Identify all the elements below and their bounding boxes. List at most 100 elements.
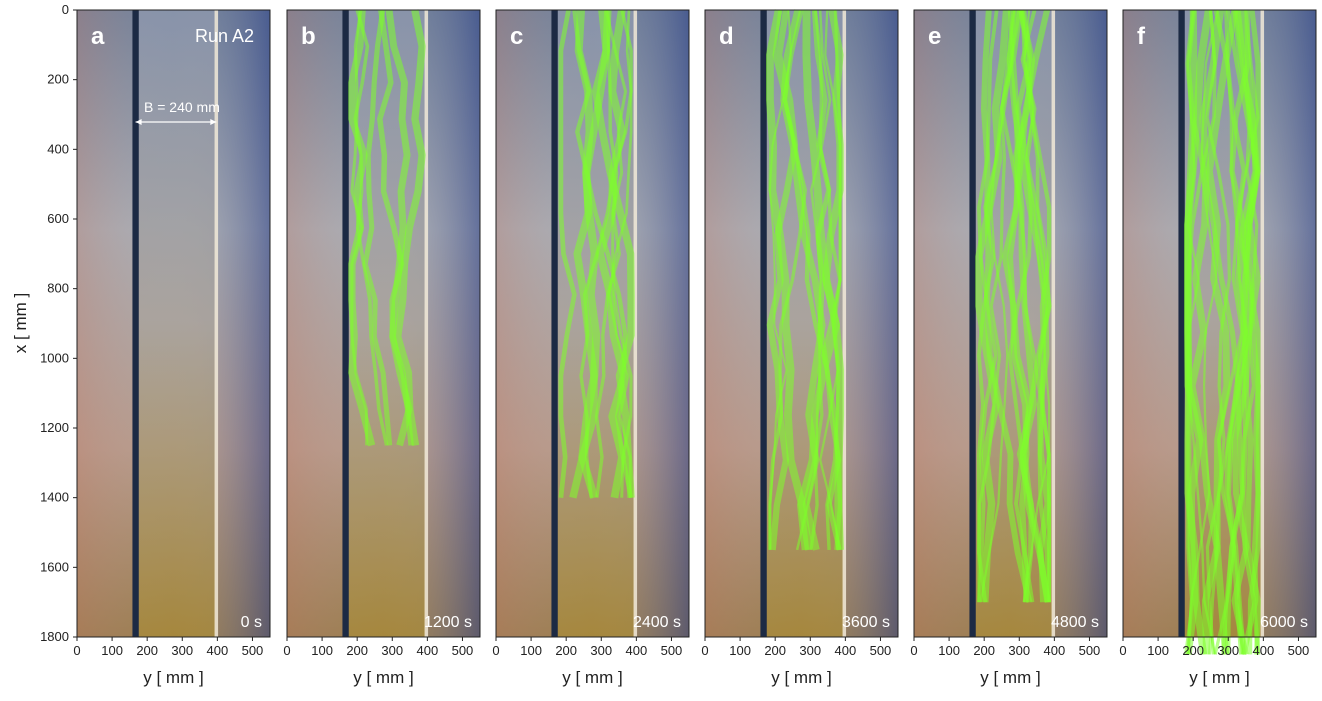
x-tick-label: 200 [555,643,577,658]
x-tick-label: 200 [764,643,786,658]
panel: a 0 s 0 100 200 300 400 500 y [ mm ] 0 200 400 600 80… [40,2,271,687]
x-tick-label: 0 [73,643,80,658]
y-tick-label: 800 [47,281,69,296]
y-axis-label: x [ mm ] [11,293,30,353]
x-tick-label: 300 [799,643,821,658]
y-tick-label: 1400 [40,490,69,505]
y-tick-label: 200 [47,72,69,87]
channel [574,9,601,499]
x-tick-label: 400 [207,643,229,658]
time-label: 6000 s [1260,614,1308,631]
channel [596,9,628,499]
y-tick-label: 1000 [40,350,69,365]
y-tick-label: 400 [47,141,69,156]
channel [1205,9,1231,655]
y-tick-label: 1600 [40,559,69,574]
x-tick-label: 400 [626,643,648,658]
x-tick-label: 200 [1182,643,1204,658]
x-axis-label: y [ mm ] [562,668,622,687]
channel [795,9,832,551]
x-tick-label: 300 [590,643,612,658]
right-wall [633,10,638,637]
x-tick-label: 0 [283,643,290,658]
channel [594,9,621,498]
x-tick-label: 200 [136,643,158,658]
flume-bed [138,10,216,637]
panel: b 1200 s 0 100 200 300 400 500 y [ mm ] [283,9,481,687]
time-label: 1200 s [424,614,472,631]
right-wall [424,10,429,637]
panel: c 2400 s 0 100 200 300 400 500 y [ mm ] [492,9,690,687]
x-tick-label: 500 [452,643,474,658]
time-label: 0 s [241,614,262,631]
x-axis-label: y [ mm ] [980,668,1040,687]
panel-frame [704,9,899,638]
channel [1213,9,1244,655]
right-wall [214,10,219,637]
left-wall [132,10,139,637]
panel-frame [1122,9,1317,638]
channel [766,9,799,551]
channel [768,9,807,550]
channel [979,9,1022,603]
left-wall [551,10,558,637]
x-axis-label: y [ mm ] [771,668,831,687]
channel [558,9,577,498]
channel [980,9,1033,603]
run-label: Run A2 [195,26,254,46]
time-label: 2400 s [633,614,681,631]
panel-letter: d [719,23,734,50]
left-wall [1178,10,1185,637]
x-tick-label: 200 [346,643,368,658]
right-wall [1051,10,1056,637]
y-tick-label: 1200 [40,420,69,435]
x-tick-label: 500 [661,643,683,658]
channel [811,9,842,551]
left-wall [760,10,767,637]
y-tick-label: 1800 [40,629,69,644]
x-tick-label: 0 [910,643,917,658]
x-tick-label: 500 [1288,643,1310,658]
channel [1187,9,1219,655]
left-wall [342,10,349,637]
panel-letter: b [301,23,316,50]
panel: d 3600 s 0 100 200 300 400 500 y [ mm ] [701,9,899,687]
channel [975,9,1011,603]
panel: e 4800 s 0 100 200 300 400 500 y [ mm ] [910,9,1108,687]
channel [348,9,376,447]
panel-letter: a [91,23,105,50]
left-wall [969,10,976,637]
panel-frame [76,9,271,638]
channel [977,9,1015,603]
channel [604,9,633,498]
x-tick-label: 100 [520,643,542,658]
x-axis-label: y [ mm ] [143,668,203,687]
panel-frame [495,9,690,638]
x-tick-label: 100 [101,643,123,658]
x-tick-label: 100 [938,643,960,658]
channel [394,9,426,446]
panel-frame [286,9,481,638]
panel-frame [913,9,1108,638]
x-tick-label: 300 [381,643,403,658]
x-tick-label: 500 [870,643,892,658]
panel-letter: e [928,23,941,50]
channel [1229,9,1261,655]
panel-letter: c [510,23,523,50]
channel [797,9,844,551]
channel [1015,9,1052,603]
x-tick-label: 500 [1079,643,1101,658]
x-axis-label: y [ mm ] [1189,668,1249,687]
panel-letter: f [1137,23,1146,50]
x-tick-label: 400 [417,643,439,658]
x-tick-label: 0 [1119,643,1126,658]
channel [385,9,413,447]
x-tick-label: 300 [1217,643,1239,658]
time-label: 3600 s [842,614,890,631]
channel [362,9,393,446]
panel: f 6000 s 0 100 200 300 400 500 y [ mm ] [1119,9,1317,687]
channel [819,9,842,551]
x-tick-label: 100 [311,643,333,658]
x-tick-label: 200 [973,643,995,658]
